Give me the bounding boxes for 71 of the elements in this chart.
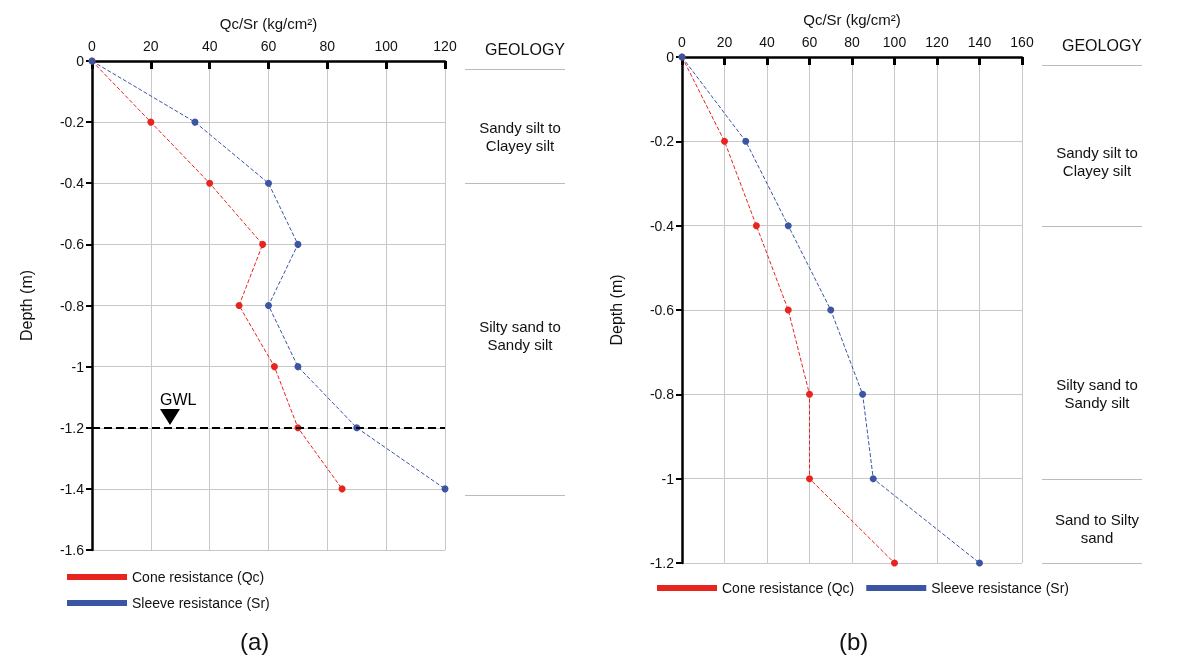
text: Sandy silt to Clayey silt [478,119,562,156]
x-tick-label: 100 [374,38,399,54]
text: Silty sand to Sandy silt [1055,376,1139,413]
point [784,306,792,314]
text: Sandy silt to Clayey silt [1055,144,1139,181]
point [742,137,750,145]
x-tick-label: 160 [1010,34,1034,50]
legend-label: Sleeve resistance (Sr) [132,595,270,611]
x-tick-label: 80 [844,34,860,50]
ref-line-label: GWL [160,391,197,409]
legend-label: Sleeve resistance (Sr) [931,580,1069,596]
y-axis-title: Depth (m) [17,269,35,342]
x-tick-label: 120 [925,34,949,50]
x-tick-label: 120 [433,38,457,54]
point [784,222,792,230]
point [294,363,302,371]
text: GEOLOGY [484,41,566,59]
y-tick-label: -0.6 [59,236,85,253]
x-tick-label: 60 [801,34,818,50]
x-tick-label: 20 [716,34,733,50]
y-tick-label: -1 [661,470,675,487]
point [976,559,983,567]
point [806,475,813,483]
x-tick-label: 40 [759,34,775,50]
x-tick-label: 0 [88,38,97,54]
legend-label: Cone resistance (Qc) [132,569,265,585]
y-tick-label: -0.8 [649,386,675,403]
x-tick-label: 100 [882,34,907,50]
x-tick-label: 60 [260,38,277,54]
y-tick-label: -1 [71,358,85,375]
point [827,306,835,314]
y-tick-label: -1.6 [59,542,85,558]
text: GEOLOGY [1061,37,1143,55]
point [265,302,272,309]
text: (b) [839,628,869,656]
y-tick-label: -0.2 [59,114,85,131]
x-tick-label: 40 [201,38,218,54]
y-tick-label: 0 [76,53,85,69]
x-tick-label: 0 [678,34,687,50]
x-tick-label: 20 [143,38,159,54]
point [891,559,898,567]
point [259,240,267,248]
x-tick-label: 80 [319,38,336,54]
point [294,240,302,248]
legend-label: Cone resistance (Qc) [722,580,855,596]
text: Silty sand to Sandy silt [478,318,562,355]
point [859,390,867,398]
point [270,363,278,371]
point [206,179,214,187]
point [265,179,272,187]
y-tick-label: -1.4 [59,480,85,497]
y-axis-title: Depth (m) [607,274,625,346]
text: Sand to Silty sand [1053,511,1141,548]
point [147,118,155,126]
point [235,302,243,309]
x-axis-title: Qc/Sr (kg/cm²) [803,11,901,28]
y-tick-label: -0.8 [59,297,85,314]
y-tick-label: -0.2 [649,133,675,150]
point [752,222,760,230]
point [806,390,813,398]
x-axis-title: Qc/Sr (kg/cm²) [219,15,318,32]
y-tick-label: -0.6 [649,302,675,318]
y-tick-label: -1.2 [649,555,675,571]
point [721,137,728,145]
y-tick-label: -1.2 [59,419,85,436]
y-tick-label: -0.4 [649,217,675,234]
text: (a) [240,628,270,656]
y-tick-label: 0 [666,49,675,65]
y-tick-label: -0.4 [59,175,85,192]
point [869,475,877,483]
x-tick-label: 140 [967,34,992,50]
